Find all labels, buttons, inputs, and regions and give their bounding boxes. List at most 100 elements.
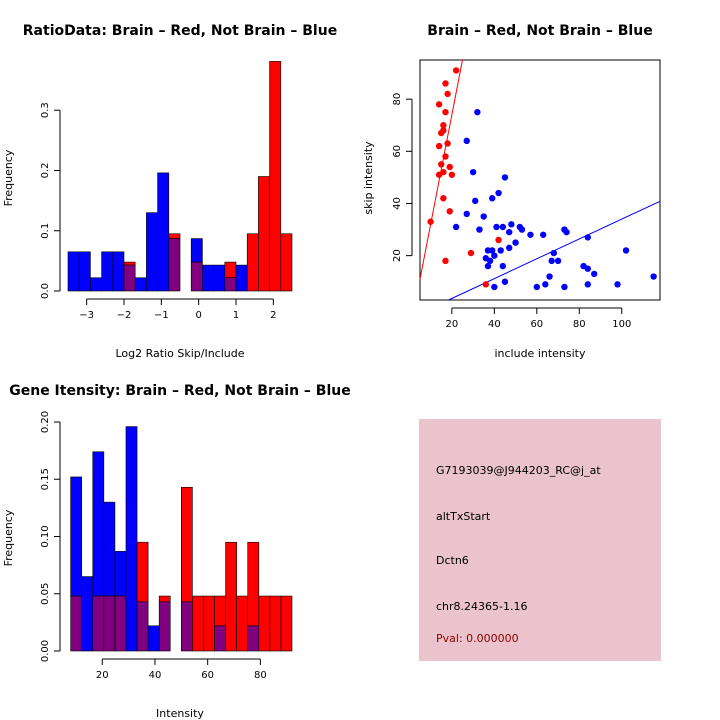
not-brain-point [463,210,470,218]
not-brain-point [493,223,500,231]
bar-not-brain [81,576,94,652]
y-tick-label: 0.15 [40,468,51,490]
ratio-histogram-xlabel: Log2 Ratio Skip/Include [115,347,244,360]
not-brain-point [476,226,483,233]
brain-point [442,257,449,265]
brain-point [448,171,456,178]
not-brain-point [542,281,549,288]
x-tick-label: 80 [573,319,586,330]
y-tick-label: 0.1 [40,223,51,239]
bar-brain [214,595,226,627]
bar-brain [280,595,293,652]
y-tick-label: 0.00 [40,640,51,662]
bar-overlap [136,601,149,652]
brain-point [438,161,445,168]
brain-point [444,90,451,98]
not-brain-point [452,223,460,231]
not-brain-point [480,213,487,220]
bar-brain [136,541,149,603]
bar-not-brain [92,451,105,597]
not-brain-point [548,257,555,265]
bar-overlap [123,264,136,292]
not-brain-point [554,257,562,265]
not-brain-point [584,281,591,288]
not-brain-point [484,247,492,254]
bar-not-brain [90,277,102,292]
intensity-histogram-panel: Gene Itensity: Brain – Red, Not Brain – … [2,383,351,720]
bar-not-brain [213,264,226,292]
y-tick-label: 0.0 [40,283,51,299]
bar-brain [247,541,260,627]
bar-overlap [224,277,237,292]
bar-brain [224,261,237,279]
bar-not-brain [157,172,170,292]
scatter-panel: Brain – Red, Not Brain – Blue include in… [362,23,661,360]
bar-brain [168,233,181,239]
bar-not-brain [125,426,138,652]
scatter-plot-box [419,59,661,301]
not-brain-point [506,244,513,252]
not-brain-point [489,195,496,202]
x-tick-label: −1 [154,310,169,321]
y-tick-label: 0.10 [40,525,51,547]
bar-not-brain [202,264,214,292]
x-tick-label: 0 [195,310,201,321]
info-pval: Pval: 0.000000 [436,632,519,645]
x-tick-label: −2 [117,310,132,321]
brain-point [442,153,449,160]
not-brain-point [472,197,479,205]
not-brain-point [499,223,507,231]
bar-overlap [214,625,226,652]
info-panel-background [419,419,661,661]
brain-fit-line [419,59,463,280]
brain-point [495,236,502,244]
not-brain-point [561,226,568,233]
not-brain-point [506,228,513,236]
not-brain-point [495,189,502,197]
y-tick-label: 40 [392,197,403,210]
y-tick-label: 0.20 [40,411,51,433]
intensity-histogram-bars [70,426,293,652]
not-brain-point [650,273,657,280]
ratio-histogram-axes: −3 −2 −1 0 1 2 0.0 0.1 0.2 0.3 [40,102,277,321]
not-brain-point [561,283,568,291]
bar-not-brain [147,625,160,652]
scatter-fit-lines [419,59,661,301]
not-brain-point [501,174,509,181]
not-brain-point [501,278,509,285]
x-tick-label: 60 [530,319,543,330]
x-tick-label: 60 [201,670,214,681]
info-location: chr8.24365-1.16 [436,600,528,613]
not-brain-point [491,283,498,291]
not-brain-point [516,223,524,231]
brain-point [435,101,443,108]
x-tick-label: 40 [488,319,501,330]
bar-brain [225,541,237,652]
bar-brain [158,595,171,603]
x-tick-label: 100 [612,319,631,330]
brain-point [427,218,434,225]
x-tick-label: 2 [270,310,276,321]
brain-point [442,80,449,87]
brain-point [482,281,490,288]
not-brain-point [546,273,553,280]
intensity-histogram-ylabel: Frequency [2,509,15,566]
not-brain-point [584,265,591,272]
bar-brain [258,176,270,292]
scatter-ylabel: skip intensity [362,141,375,215]
y-tick-label: 0.3 [40,102,51,118]
bar-overlap [247,625,260,652]
not-brain-point [614,281,621,288]
brain-point [444,140,451,147]
bar-brain [258,595,271,652]
x-tick-label: 1 [233,310,239,321]
scatter-title: Brain – Red, Not Brain – Blue [427,23,652,39]
y-tick-label: 60 [392,145,403,158]
not-brain-point [497,247,504,254]
x-tick-label: 20 [96,670,109,681]
not-brain-point [499,262,507,270]
ratio-histogram-title: RatioData: Brain – Red, Not Brain – Blue [23,23,337,39]
bar-not-brain [67,251,80,292]
brain-point [435,171,443,178]
